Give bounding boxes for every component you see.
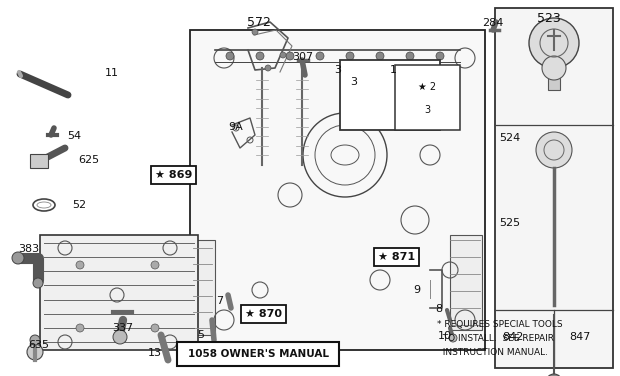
Circle shape <box>346 52 354 60</box>
Text: 635: 635 <box>28 340 49 350</box>
Text: ★ 871: ★ 871 <box>378 252 415 262</box>
Circle shape <box>256 52 264 60</box>
Bar <box>340 60 440 130</box>
Bar <box>190 240 215 335</box>
Circle shape <box>151 261 159 269</box>
Circle shape <box>449 334 457 342</box>
Text: 5: 5 <box>197 330 204 340</box>
Circle shape <box>113 330 127 344</box>
Text: 3: 3 <box>350 77 358 87</box>
Text: 1: 1 <box>390 65 397 75</box>
Text: 524: 524 <box>499 133 520 143</box>
Text: 284: 284 <box>482 18 503 28</box>
Text: eReplacementParts.com: eReplacementParts.com <box>190 197 343 209</box>
Text: 7: 7 <box>216 296 223 306</box>
Text: 8: 8 <box>435 304 442 314</box>
Circle shape <box>529 18 579 68</box>
Circle shape <box>226 52 234 60</box>
Text: 625: 625 <box>78 155 99 165</box>
Text: 10: 10 <box>438 331 452 341</box>
Text: 54: 54 <box>67 131 81 141</box>
Bar <box>548 68 560 90</box>
Circle shape <box>286 52 294 60</box>
Circle shape <box>30 335 40 345</box>
Circle shape <box>151 324 159 332</box>
Text: ★ 2: ★ 2 <box>418 82 436 92</box>
Bar <box>177 342 339 366</box>
Circle shape <box>12 252 24 264</box>
Text: 13: 13 <box>148 348 162 358</box>
Text: 842: 842 <box>502 332 523 342</box>
Circle shape <box>316 52 324 60</box>
Circle shape <box>536 132 572 168</box>
Circle shape <box>76 324 84 332</box>
Text: 1: 1 <box>424 70 432 80</box>
Text: * REQUIRES SPECIAL TOOLS: * REQUIRES SPECIAL TOOLS <box>437 320 562 329</box>
Bar <box>190 30 485 350</box>
Text: 9A: 9A <box>228 122 243 132</box>
Text: 11: 11 <box>105 68 119 78</box>
Circle shape <box>252 29 258 35</box>
Text: 523: 523 <box>537 12 560 25</box>
Text: 3: 3 <box>425 105 430 115</box>
Circle shape <box>76 261 84 269</box>
Bar <box>450 235 482 330</box>
Circle shape <box>546 374 562 376</box>
Bar <box>40 235 198 350</box>
Text: ★ 869: ★ 869 <box>155 170 192 180</box>
Text: 572: 572 <box>247 16 271 29</box>
Text: 1058 OWNER'S MANUAL: 1058 OWNER'S MANUAL <box>187 349 329 359</box>
Text: 847: 847 <box>569 332 590 342</box>
Text: 383: 383 <box>18 244 39 254</box>
Circle shape <box>406 52 414 60</box>
Circle shape <box>542 56 566 80</box>
Circle shape <box>265 65 271 71</box>
Bar <box>495 8 613 368</box>
Circle shape <box>27 344 43 360</box>
Circle shape <box>280 52 286 58</box>
Text: INSTRUCTION MANUAL.: INSTRUCTION MANUAL. <box>437 348 548 357</box>
Bar <box>395 65 460 130</box>
Text: ★ 870: ★ 870 <box>245 309 282 319</box>
Bar <box>30 154 48 168</box>
Text: 337: 337 <box>112 323 133 333</box>
Text: 9: 9 <box>413 285 420 295</box>
Circle shape <box>436 52 444 60</box>
Circle shape <box>33 278 43 288</box>
Text: TO INSTALL.  SEE REPAIR: TO INSTALL. SEE REPAIR <box>437 334 554 343</box>
Text: 52: 52 <box>72 200 86 210</box>
Text: 307: 307 <box>292 52 313 62</box>
Circle shape <box>376 52 384 60</box>
Text: 3: 3 <box>334 65 341 75</box>
Text: 525: 525 <box>499 218 520 228</box>
